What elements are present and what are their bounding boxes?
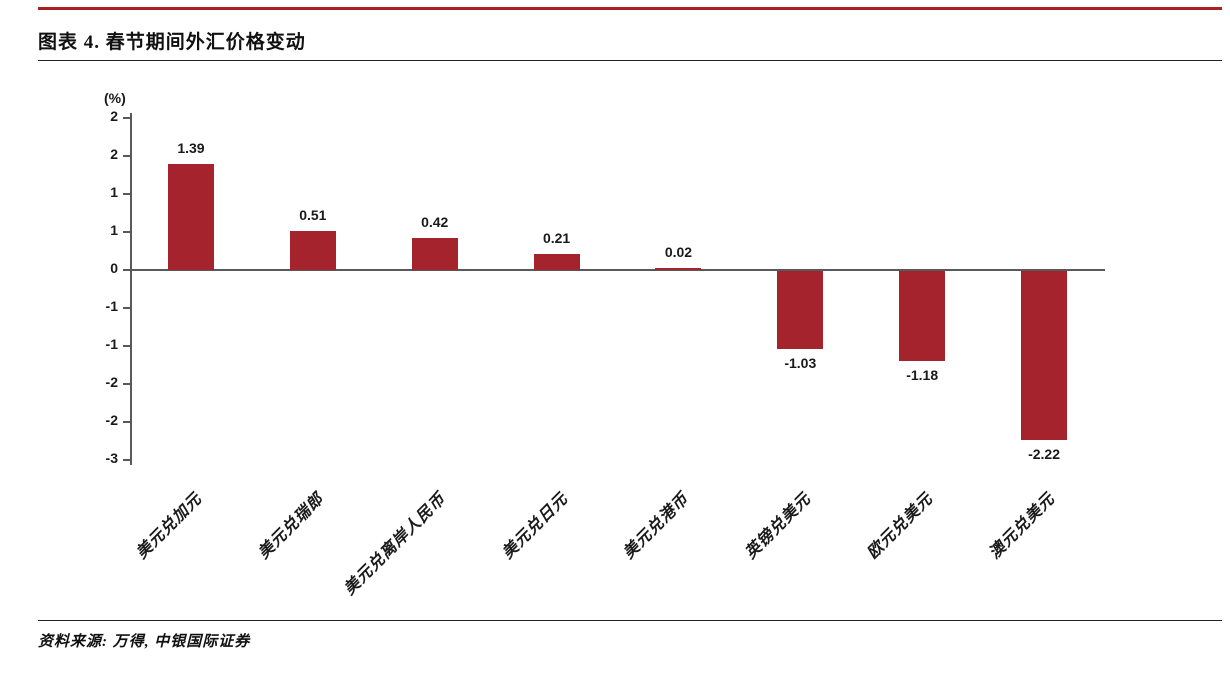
bar-value-label: 0.51 [299, 207, 327, 224]
y-tick-label: 2 [110, 146, 118, 162]
bar [289, 231, 336, 270]
y-tick-label: 1 [110, 184, 118, 200]
top-divider [38, 7, 1222, 10]
bar [1021, 271, 1068, 440]
title-underline [38, 60, 1222, 61]
bar-value-label: -2.22 [1028, 445, 1061, 462]
bar [411, 238, 458, 270]
bar [167, 164, 214, 270]
y-tick-mark [123, 117, 130, 119]
x-category-label: 澳元兑美元 [986, 490, 1059, 563]
source-note: 资料来源: 万得, 中银国际证券 [38, 634, 251, 650]
chart-title: 图表 4. 春节期间外汇价格变动 [38, 32, 306, 53]
y-tick-mark [123, 269, 130, 271]
bar [777, 271, 824, 350]
y-tick-mark [123, 345, 130, 347]
bar-value-label: 0.21 [542, 230, 571, 247]
y-tick-mark [123, 307, 130, 309]
x-category-label: 美元兑日元 [498, 490, 571, 563]
x-category-label: 美元兑加元 [133, 490, 206, 563]
bar [533, 254, 580, 270]
y-tick-mark [123, 459, 130, 461]
y-tick-label: 2 [110, 108, 118, 124]
bar-value-label: 0.02 [664, 244, 693, 261]
y-axis-unit-label: (%) [104, 90, 126, 106]
y-tick-mark [123, 383, 130, 385]
bar-value-label: -1.18 [906, 366, 939, 383]
bar-value-label: 0.42 [421, 214, 449, 231]
y-tick-label: 0 [110, 260, 118, 276]
y-tick-label: -2 [105, 374, 118, 390]
y-tick-mark [123, 231, 130, 233]
x-category-label: 美元兑离岸人民币 [340, 490, 449, 599]
y-tick-label: -3 [105, 450, 118, 466]
y-tick-label: -1 [105, 336, 118, 352]
y-tick-label: 1 [110, 222, 118, 238]
x-axis-zero-line [130, 269, 1105, 271]
y-tick-label: -1 [105, 298, 118, 314]
bar [655, 268, 702, 270]
bar [899, 271, 946, 361]
x-category-label: 欧元兑美元 [864, 490, 937, 563]
y-tick-label: -2 [105, 412, 118, 428]
x-category-label: 美元兑港币 [620, 490, 693, 563]
x-category-label: 英镑兑美元 [742, 490, 815, 563]
y-tick-mark [123, 421, 130, 423]
y-tick-mark [123, 193, 130, 195]
footer-divider [38, 620, 1222, 621]
x-category-label: 美元兑瑞郎 [254, 490, 328, 563]
bar-value-label: -1.03 [784, 355, 817, 372]
y-axis-line [130, 113, 132, 465]
y-tick-mark [123, 155, 130, 157]
bar-value-label: 1.39 [177, 140, 205, 157]
